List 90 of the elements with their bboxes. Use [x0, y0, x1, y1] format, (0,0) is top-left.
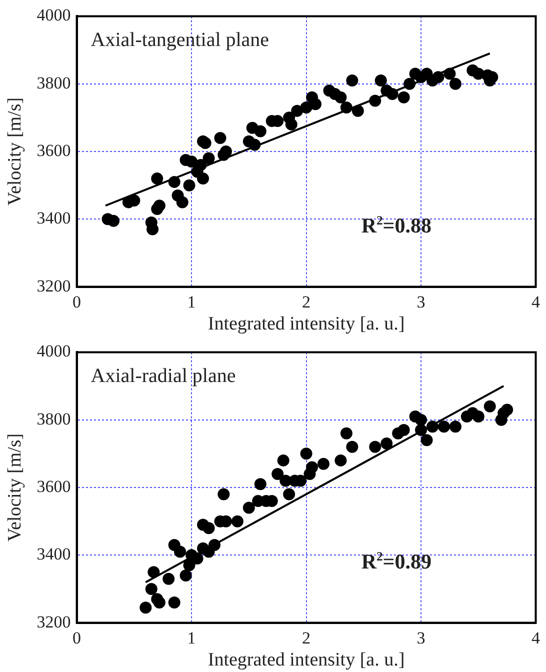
point — [176, 196, 188, 208]
point — [369, 94, 382, 107]
x-tick-label: 4 — [532, 292, 540, 312]
point — [242, 502, 255, 514]
y-tick-label: 3200 — [36, 276, 71, 296]
x-axis-title: Integrated intensity [a. u.] — [208, 650, 405, 671]
point — [420, 434, 433, 446]
point — [309, 98, 322, 110]
point — [415, 414, 428, 426]
point — [231, 515, 244, 528]
point — [202, 522, 215, 534]
y-tick-label: 4000 — [36, 6, 71, 25]
point — [168, 596, 180, 609]
point — [352, 104, 364, 117]
point — [194, 159, 207, 172]
point — [300, 102, 312, 114]
x-tick-label: 1 — [187, 628, 196, 648]
x-tick-label: 2 — [302, 628, 311, 648]
point — [186, 156, 198, 168]
y-axis-title: Velocity [m/s] — [4, 433, 26, 542]
point — [168, 176, 180, 188]
point — [140, 602, 152, 614]
point — [340, 102, 352, 114]
point — [180, 569, 192, 582]
point — [214, 132, 226, 144]
point — [108, 214, 120, 227]
point — [369, 440, 382, 453]
point — [449, 420, 462, 433]
point — [254, 125, 266, 138]
y-tick-label: 3400 — [36, 208, 71, 228]
point — [277, 454, 290, 466]
point — [334, 91, 347, 104]
y-tick-label: 4000 — [36, 342, 71, 361]
point — [218, 488, 230, 500]
point — [432, 71, 444, 84]
y-tick-label: 3800 — [36, 409, 71, 428]
point — [398, 424, 410, 436]
point — [272, 468, 284, 480]
point — [346, 74, 358, 86]
point — [153, 200, 166, 212]
y-tick-label: 3600 — [36, 140, 71, 160]
y-tick-label: 3400 — [36, 544, 71, 564]
point — [340, 427, 352, 440]
x-tick-label: 2 — [302, 292, 311, 312]
point — [145, 582, 158, 595]
x-tick-label: 3 — [416, 292, 426, 312]
point — [153, 596, 166, 609]
point — [197, 172, 210, 185]
point — [374, 74, 387, 86]
x-tick-label: 3 — [416, 628, 426, 648]
x-tick-label: 0 — [72, 292, 82, 312]
point — [404, 78, 416, 90]
point — [283, 488, 296, 500]
point — [444, 68, 456, 80]
annotation: Axial-tangential plane — [90, 29, 270, 52]
y-tick-label: 3600 — [36, 476, 71, 496]
point — [174, 546, 186, 558]
point — [426, 420, 438, 433]
point — [415, 424, 428, 436]
point — [398, 91, 410, 104]
y-tick-label: 3800 — [36, 73, 71, 92]
point — [484, 400, 496, 412]
point — [472, 410, 484, 422]
y-tick-label: 3200 — [36, 612, 71, 632]
point — [346, 440, 358, 453]
point — [208, 539, 220, 552]
point — [183, 179, 196, 192]
point — [334, 454, 347, 466]
point — [449, 78, 462, 90]
point — [202, 152, 215, 164]
point — [162, 572, 175, 585]
point — [248, 138, 261, 151]
y-axis-title: Velocity [m/s] — [4, 97, 26, 206]
point — [317, 458, 330, 470]
point — [285, 118, 298, 130]
point — [306, 461, 318, 474]
x-tick-label: 0 — [72, 628, 82, 648]
point — [254, 478, 266, 490]
x-axis-title: Integrated intensity [a. u.] — [208, 314, 405, 335]
point — [498, 407, 510, 420]
annotation: Axial-radial plane — [90, 365, 236, 388]
point — [438, 420, 450, 433]
x-tick-label: 4 — [532, 628, 540, 648]
point — [300, 448, 312, 460]
point — [380, 438, 393, 450]
point — [386, 88, 398, 100]
point — [148, 566, 160, 578]
point — [151, 172, 164, 185]
x-tick-label: 1 — [187, 292, 196, 312]
point — [291, 104, 304, 117]
